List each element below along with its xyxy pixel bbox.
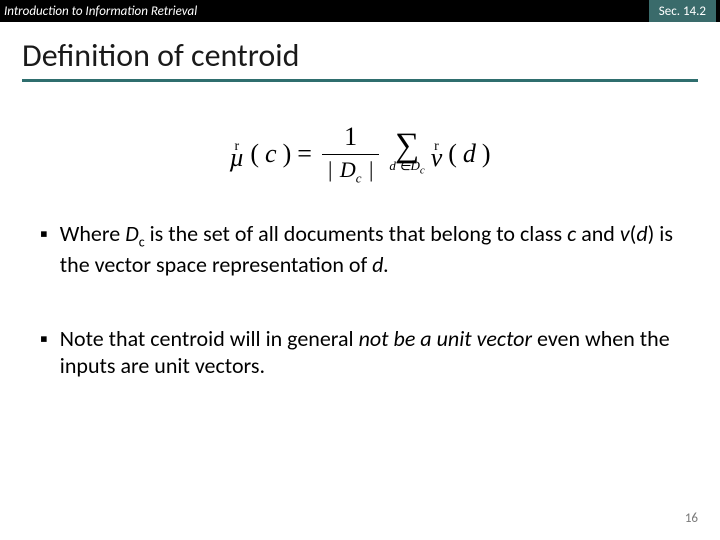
b2-t1: Note that centroid will in general bbox=[60, 325, 359, 352]
slide-title: Definition of centroid bbox=[22, 36, 698, 75]
b1-v: v bbox=[620, 220, 630, 247]
bullet-marker: ▪ bbox=[40, 220, 48, 278]
open-paren-2: ( bbox=[448, 139, 457, 169]
b1-D: D bbox=[125, 220, 139, 247]
close-paren-2: ) bbox=[482, 139, 491, 169]
fraction: 1 | Dc | bbox=[322, 122, 379, 186]
sigma-sub-d: d ∈D bbox=[389, 158, 419, 173]
abs-close: | bbox=[367, 157, 375, 182]
sigma-subscript: d ∈Dc bbox=[389, 159, 424, 176]
b1-mid2: and bbox=[576, 220, 620, 247]
bullet-2-text: Note that centroid will in general not b… bbox=[60, 325, 680, 380]
bullet-1: ▪ Where Dc is the set of all documents t… bbox=[40, 220, 680, 278]
fraction-denominator: | Dc | bbox=[322, 157, 379, 186]
D-symbol: D bbox=[340, 157, 356, 182]
formula-area: r µ ( c ) = 1 | Dc | ∑ d ∈Dc r v ( d ) bbox=[0, 88, 720, 220]
sigma-symbol: ∑ bbox=[395, 132, 419, 159]
course-title: Introduction to Information Retrieval bbox=[4, 4, 197, 19]
page-number: 16 bbox=[685, 511, 698, 526]
b1-c: c bbox=[567, 220, 576, 247]
arg-c: c bbox=[265, 139, 277, 169]
centroid-formula: r µ ( c ) = 1 | Dc | ∑ d ∈Dc r v ( d ) bbox=[229, 122, 490, 186]
sigma-sub-c: c bbox=[420, 165, 425, 177]
b1-prefix: Where bbox=[60, 220, 125, 247]
summation: ∑ d ∈Dc bbox=[389, 132, 424, 177]
b1-mid1: is the set of all documents that belong … bbox=[145, 220, 567, 247]
arg-d: d bbox=[463, 139, 476, 169]
bullet-1-text: Where Dc is the set of all documents tha… bbox=[60, 220, 680, 278]
title-underline bbox=[22, 79, 698, 82]
v-vector: r v bbox=[431, 143, 443, 165]
title-block: Definition of centroid bbox=[0, 22, 720, 88]
close-paren: ) bbox=[283, 139, 292, 169]
section-badge: Sec. 14.2 bbox=[649, 0, 716, 22]
abs-open: | bbox=[326, 157, 334, 182]
bullet-2: ▪ Note that centroid will in general not… bbox=[40, 325, 680, 380]
header-bar: Introduction to Information Retrieval Se… bbox=[0, 0, 720, 22]
body-content: ▪ Where Dc is the set of all documents t… bbox=[0, 220, 720, 379]
mu-vector: r µ bbox=[229, 143, 244, 165]
b1-d: d bbox=[636, 220, 647, 247]
D-sub-c: c bbox=[356, 170, 362, 185]
b1-d2: d. bbox=[372, 251, 389, 278]
v-symbol: v bbox=[431, 151, 443, 165]
bullet-marker-2: ▪ bbox=[40, 325, 48, 380]
mu-symbol: µ bbox=[229, 151, 244, 165]
fraction-bar bbox=[322, 154, 379, 155]
open-paren: ( bbox=[250, 139, 259, 169]
b2-em: not be a unit vector bbox=[359, 325, 532, 352]
equals: = bbox=[297, 139, 312, 169]
fraction-numerator: 1 bbox=[340, 122, 361, 152]
